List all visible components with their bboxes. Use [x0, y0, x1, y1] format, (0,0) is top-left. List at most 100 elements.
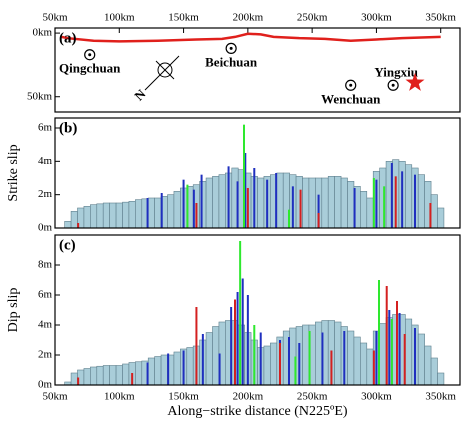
slip-spike — [167, 353, 170, 385]
x-tick-label: 100km — [104, 12, 135, 24]
slip-bar — [147, 197, 155, 229]
site-dot — [88, 53, 92, 57]
slip-spike — [396, 301, 398, 385]
slip-bar — [437, 372, 445, 386]
y-tick-label: 4m — [38, 319, 53, 331]
slip-bar — [276, 172, 284, 229]
y-tick-label: 50km — [27, 90, 53, 102]
x-tick-label: 100km — [104, 391, 135, 403]
slip-bar — [430, 357, 438, 386]
slip-bar — [218, 174, 226, 229]
slip-spike — [298, 343, 301, 385]
panel-label: (b) — [59, 120, 77, 136]
slip-bar — [154, 356, 162, 386]
y-tick-label: 0m — [38, 222, 53, 234]
slip-spike — [160, 193, 163, 228]
slip-bar — [154, 197, 162, 229]
slip-bar — [173, 351, 181, 386]
x-tick-label: 300km — [361, 391, 392, 403]
site-label: Wenchuan — [321, 91, 381, 106]
slip-spike — [294, 356, 297, 385]
slip-bar — [96, 365, 104, 386]
slip-spike — [182, 179, 185, 228]
slip-bar — [302, 177, 310, 229]
panel-frame — [54, 117, 461, 229]
slip-bar — [160, 354, 168, 386]
epicenter — [405, 72, 425, 91]
compass — [157, 62, 173, 78]
slip-bar — [347, 181, 355, 229]
slip-spike — [146, 198, 149, 228]
slip-spike — [186, 184, 189, 228]
slip-bar — [115, 202, 123, 229]
slip-bar — [379, 323, 387, 386]
slip-spike — [230, 307, 233, 385]
slip-bar — [212, 176, 220, 229]
slip-bar — [83, 368, 91, 386]
slip-spike — [253, 168, 256, 228]
slip-spike — [378, 280, 380, 385]
slip-bar — [115, 365, 123, 386]
slip-bar — [167, 194, 175, 229]
slip-spike — [375, 331, 378, 385]
slip-bar — [302, 324, 310, 386]
x-axis-label: Along−strike distance (N225ºE) — [167, 404, 348, 419]
x-tick-label: 150km — [168, 12, 199, 24]
slip-spike — [372, 350, 375, 385]
slip-bar — [64, 221, 72, 229]
site-dot — [349, 83, 353, 87]
slip-bar — [308, 177, 316, 229]
slip-bar — [347, 330, 355, 386]
slip-spike — [385, 286, 388, 385]
slip-spike — [131, 373, 134, 385]
y-tick-label: 4m — [38, 155, 53, 167]
y-tick-label: 6m — [38, 122, 53, 134]
y-tick-label: 6m — [38, 289, 53, 301]
slip-bar — [147, 357, 155, 386]
slip-bar — [366, 197, 374, 229]
slip-spike — [403, 334, 406, 385]
slip-spike — [146, 362, 149, 385]
slip-bar — [83, 206, 91, 229]
x-tick-label: 250km — [297, 12, 328, 24]
slip-spike — [321, 332, 324, 385]
slip-spike — [398, 313, 401, 385]
slip-bar — [186, 347, 194, 386]
panel-frame — [54, 234, 461, 386]
slip-spike — [383, 186, 386, 228]
slip-bar — [109, 202, 117, 229]
slip-bar — [205, 332, 213, 386]
panel-label: (c) — [59, 237, 76, 253]
slip-bar — [430, 194, 438, 229]
slip-spike — [195, 203, 198, 228]
slip-spike — [201, 334, 204, 385]
slip-spike — [291, 186, 294, 228]
y-tick-label: 2m — [38, 349, 53, 361]
slip-spike — [241, 278, 244, 385]
slip-bar — [321, 177, 329, 229]
site-label: Qingchuan — [59, 61, 121, 76]
slip-bar — [135, 361, 143, 386]
slip-spike — [390, 163, 393, 228]
y-tick-label: 0m — [38, 379, 53, 391]
fault-trace — [61, 32, 441, 43]
slip-bar — [212, 326, 220, 386]
slip-bar — [96, 203, 104, 229]
y-axis-label: Dip slip — [6, 288, 21, 333]
slip-spike — [299, 189, 302, 228]
panel-frame — [54, 27, 461, 113]
slip-spike — [394, 176, 397, 228]
slip-spike — [401, 171, 404, 228]
slip-spike — [239, 241, 242, 385]
slip-bar — [102, 365, 110, 386]
slip-spike — [246, 188, 249, 228]
slip-bar — [122, 201, 130, 229]
slip-bar — [437, 207, 445, 229]
slip-bar — [109, 365, 117, 386]
slip-spike — [429, 203, 432, 228]
slip-bar — [424, 345, 432, 386]
slip-spike — [218, 353, 221, 385]
slip-bar — [340, 177, 348, 229]
slip-spike — [375, 179, 378, 228]
x-tick-label: 200km — [233, 391, 264, 403]
